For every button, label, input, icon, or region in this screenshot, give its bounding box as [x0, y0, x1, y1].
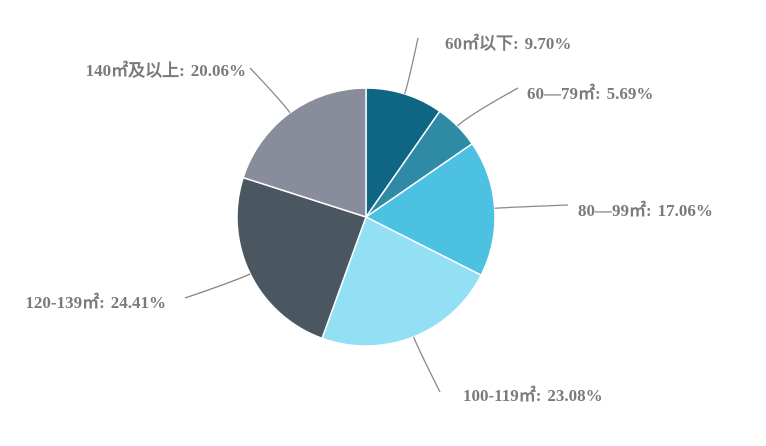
value-label: 20.06%	[191, 61, 246, 80]
data-label: 60㎡以下: 9.70%	[445, 33, 571, 53]
pie-slice	[321, 215, 483, 347]
leader-line	[457, 87, 519, 127]
data-label: 120-139㎡: 24.41%	[25, 292, 166, 312]
value-label: 17.06%	[658, 201, 713, 220]
value-label: 23.08%	[547, 386, 602, 405]
category-label: 140㎡及以上:	[86, 60, 185, 80]
leader-line	[184, 273, 251, 299]
category-label: 100-119㎡:	[463, 385, 541, 405]
value-label: 9.70%	[525, 34, 572, 53]
data-label: 100-119㎡: 23.08%	[463, 385, 603, 405]
leader-line	[249, 67, 291, 114]
category-label: 120-139㎡:	[25, 292, 104, 312]
category-label: 60—79㎡:	[527, 83, 601, 103]
pie-slice	[236, 176, 367, 340]
leader-line	[404, 37, 419, 95]
data-label: 140㎡及以上: 20.06%	[86, 60, 246, 80]
pie-slice	[365, 87, 441, 220]
leader-line	[412, 336, 441, 393]
category-label: 60㎡以下:	[445, 33, 519, 53]
value-label: 5.69%	[607, 84, 654, 103]
pie-slice	[364, 142, 496, 277]
value-label: 24.41%	[111, 293, 166, 312]
data-label: 80—99㎡: 17.06%	[578, 200, 713, 220]
category-label: 80—99㎡:	[578, 200, 652, 220]
data-label: 60—79㎡: 5.69%	[527, 83, 653, 103]
leader-line	[494, 204, 569, 209]
